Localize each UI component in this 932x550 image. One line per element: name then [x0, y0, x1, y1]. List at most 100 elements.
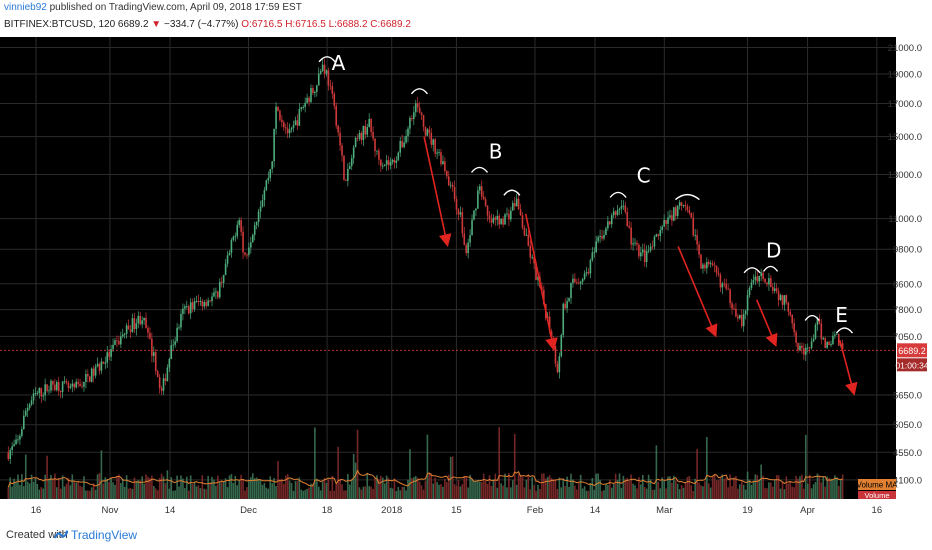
volume-bar [762, 475, 764, 499]
candle-body [232, 236, 235, 241]
wave-label: A [332, 51, 346, 75]
volume-bar [707, 483, 710, 499]
volume-bar [348, 484, 351, 499]
candle-body [59, 391, 62, 393]
volume-bar [618, 473, 621, 499]
volume-bar [100, 450, 103, 499]
candle-body [671, 215, 673, 221]
volume-bar [719, 477, 722, 499]
x-tick-label: 18 [322, 505, 333, 516]
candle-body [92, 368, 95, 376]
volume-bar [180, 475, 182, 499]
candle-body [381, 165, 384, 167]
x-tick-label: Dec [240, 505, 257, 516]
volume-bar [622, 475, 625, 499]
volume-bar [669, 476, 671, 499]
last-price-label: 6689.2 [898, 346, 926, 356]
candle-body [374, 138, 376, 152]
volume-bar [205, 489, 208, 499]
tradingview-brand[interactable]: TradingView [54, 528, 137, 542]
grid-lines [0, 37, 896, 499]
volume-bar [261, 484, 264, 499]
candle-body [347, 168, 349, 181]
candle-body [457, 209, 460, 215]
candle-body [690, 212, 693, 218]
volume-bar [360, 489, 363, 499]
candle-body [548, 316, 551, 332]
candle-body [550, 331, 553, 339]
volume-bar [436, 482, 438, 499]
volume-bar [88, 490, 91, 499]
candle-body [296, 120, 299, 126]
volume-bar [548, 475, 551, 499]
volume-bar [302, 490, 305, 499]
candle-body [81, 386, 83, 387]
candle-body [306, 97, 308, 103]
candle-body [543, 289, 545, 305]
volume-bar [370, 486, 372, 499]
trend-arrow [755, 299, 778, 347]
candle-body [739, 314, 741, 319]
volume-bar [401, 486, 403, 499]
candle-body [108, 352, 110, 357]
volume-bar [381, 477, 384, 499]
candles [7, 58, 844, 465]
volume-bar [775, 475, 778, 499]
price-chart[interactable]: 21000.0 19000.0 17000.0 15000.0 13000.0 11000… [0, 37, 932, 520]
volume-bar [490, 486, 493, 499]
candle-body [354, 137, 357, 148]
candle-body [779, 295, 782, 300]
candle-body [643, 249, 646, 263]
volume-bar [13, 478, 15, 499]
volume-bar [715, 480, 718, 499]
volume-bar [244, 490, 246, 499]
volume-bar [748, 479, 751, 499]
candle-body [145, 317, 147, 328]
candle-body [193, 301, 196, 310]
low-value: L:6688.2 [328, 19, 368, 30]
volume-bar [752, 480, 755, 499]
volume-bar [310, 483, 312, 499]
volume-bar [61, 475, 64, 499]
volume-bar [680, 485, 683, 499]
candle-body [785, 295, 788, 303]
volume-bar [696, 448, 698, 499]
candle-body [535, 263, 537, 280]
volume-bar [459, 486, 462, 499]
candle-body [558, 356, 561, 373]
volume-bar [758, 479, 761, 499]
volume-bar [713, 475, 716, 499]
volume-bar [46, 455, 48, 499]
volume-bar [546, 476, 549, 499]
candle-body [614, 211, 617, 215]
volume-bar [781, 481, 784, 499]
high-value: H:6716.5 [285, 19, 326, 30]
volume-bar [304, 490, 306, 499]
candle-body [337, 125, 339, 133]
volume-bar [558, 477, 561, 499]
volume-bar [839, 479, 842, 499]
candle-body [182, 308, 184, 314]
volume-bar [641, 474, 644, 499]
x-tick-label: Mar [656, 505, 672, 516]
volume-bar [145, 474, 147, 499]
volume-bar [574, 485, 576, 499]
volume-bar [438, 484, 440, 499]
candle-body [228, 252, 231, 256]
volume-bar [374, 477, 376, 499]
candle-body [79, 383, 81, 387]
x-tick-label: 16 [872, 505, 883, 516]
candle-body [15, 439, 17, 445]
volume-bar [768, 482, 770, 499]
y-tick-label: 8600.0 [893, 279, 922, 290]
candle-body [764, 278, 766, 283]
volume-bar [744, 489, 747, 499]
candle-body [527, 234, 530, 246]
candle-body [184, 306, 186, 309]
candle-body [818, 319, 821, 324]
candle-body [492, 217, 495, 223]
volume-bar [90, 487, 93, 499]
author-link[interactable]: vinnieb92 [4, 2, 47, 13]
candle-body [391, 159, 394, 163]
candle-body [133, 318, 136, 330]
